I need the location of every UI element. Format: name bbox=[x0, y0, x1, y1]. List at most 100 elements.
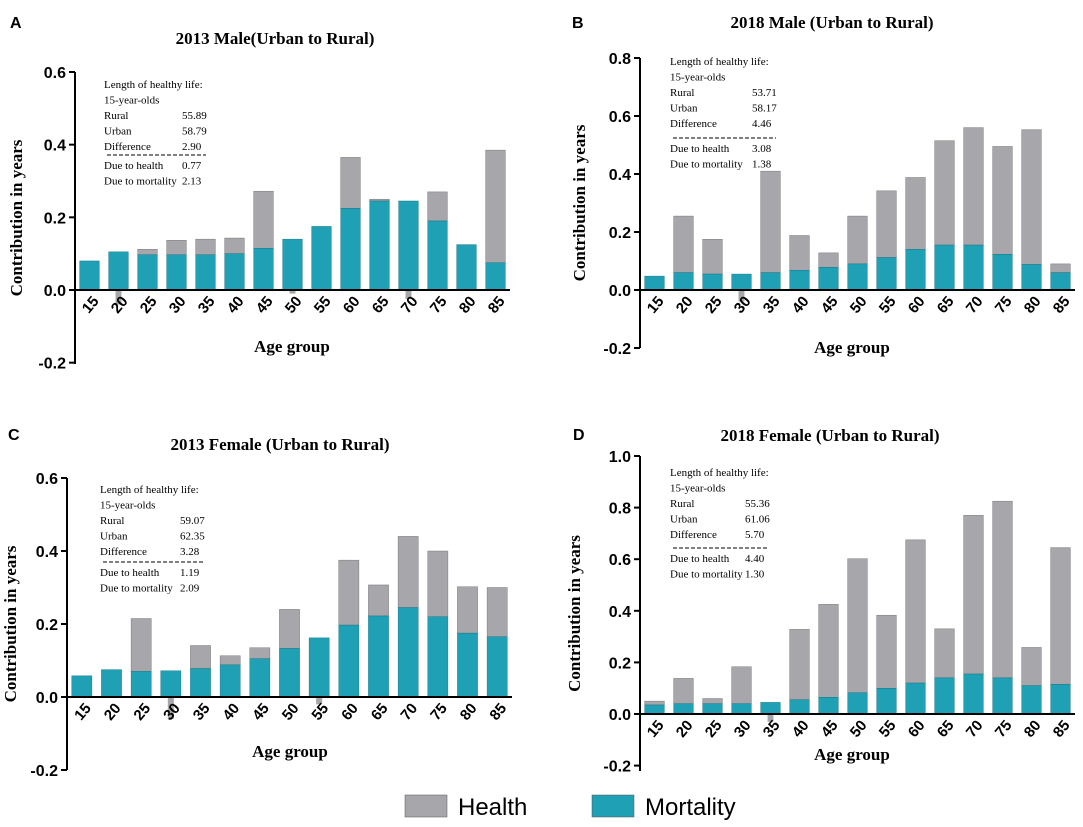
x-axis-label: Age group bbox=[252, 742, 328, 761]
bar-health-30 bbox=[731, 666, 752, 704]
x-tick-label: 50 bbox=[282, 293, 306, 317]
y-tick-label: -0.2 bbox=[603, 341, 631, 358]
bar-mortality-50 bbox=[847, 692, 868, 715]
chart-title: 2013 Female (Urban to Rural) bbox=[170, 435, 389, 454]
y-tick-label: 0.4 bbox=[44, 138, 66, 155]
bar-mortality-50 bbox=[279, 648, 300, 698]
bar-health-85 bbox=[1050, 547, 1071, 685]
annotation-row-label: Difference bbox=[104, 141, 151, 153]
bar-mortality-55 bbox=[876, 688, 897, 715]
bar-mortality-45 bbox=[818, 697, 839, 715]
bar-health-50 bbox=[279, 609, 300, 649]
bar-mortality-35 bbox=[195, 254, 216, 291]
annotation-row-label: Difference bbox=[670, 529, 717, 541]
x-tick-label: 40 bbox=[789, 717, 813, 741]
bar-mortality-25 bbox=[130, 671, 152, 698]
annotation-due-value: 2.13 bbox=[182, 176, 202, 188]
bar-health-70 bbox=[963, 127, 984, 246]
bar-mortality-75 bbox=[992, 254, 1013, 291]
bar-health-60 bbox=[905, 539, 926, 684]
bar-health-40 bbox=[219, 655, 241, 666]
y-tick-label: -0.2 bbox=[30, 763, 58, 780]
bar-health-40 bbox=[789, 235, 810, 271]
annotation-due-value: 1.38 bbox=[752, 159, 772, 171]
annotation-header: Length of healthy life: bbox=[670, 56, 769, 68]
panel-letter: A bbox=[10, 15, 22, 32]
bar-health-30 bbox=[738, 290, 745, 302]
x-tick-label: 60 bbox=[340, 293, 364, 317]
y-axis-label: Contribution in years bbox=[570, 124, 589, 281]
x-axis-label: Age group bbox=[254, 337, 330, 356]
bar-mortality-20 bbox=[101, 669, 122, 698]
bar-mortality-85 bbox=[1050, 272, 1071, 291]
x-axis-label: Age group bbox=[814, 745, 890, 764]
annotation-due-label: Due to health bbox=[104, 160, 164, 172]
bar-health-75 bbox=[992, 146, 1013, 255]
bar-mortality-20 bbox=[108, 251, 129, 291]
x-tick-label: 55 bbox=[876, 293, 900, 317]
bar-mortality-25 bbox=[702, 273, 723, 291]
panel-d: D 2018 Female (Urban to Rural) -0.2 0.0 0.2 0… bbox=[565, 426, 1075, 776]
x-tick-label: 20 bbox=[108, 293, 132, 317]
annotation-due-value: 4.40 bbox=[745, 553, 765, 565]
annotation-subheader: 15-year-olds bbox=[104, 95, 159, 107]
x-tick-label: 30 bbox=[731, 293, 755, 317]
x-tick-label: 70 bbox=[963, 717, 987, 741]
x-tick-label: 25 bbox=[702, 717, 726, 741]
y-tick-label: 0.0 bbox=[36, 690, 58, 707]
bar-health-50 bbox=[847, 558, 868, 694]
x-tick-label: 35 bbox=[760, 293, 784, 317]
bar-mortality-40 bbox=[789, 270, 810, 291]
x-tick-label: 60 bbox=[905, 717, 929, 741]
bar-mortality-25 bbox=[137, 254, 158, 291]
bar-health-40 bbox=[789, 629, 810, 701]
x-tick-label: 60 bbox=[905, 293, 929, 317]
bar-mortality-15 bbox=[644, 704, 665, 715]
bar-health-45 bbox=[253, 190, 274, 249]
bar-mortality-25 bbox=[702, 703, 723, 715]
bar-mortality-85 bbox=[486, 636, 508, 698]
x-tick-label: 45 bbox=[249, 700, 273, 724]
x-tick-label: 85 bbox=[485, 293, 509, 317]
bar-mortality-60 bbox=[340, 208, 361, 291]
bar-mortality-30 bbox=[160, 670, 182, 698]
bar-health-85 bbox=[1050, 263, 1071, 273]
bar-mortality-75 bbox=[427, 220, 448, 291]
x-tick-label: 50 bbox=[279, 700, 303, 724]
x-tick-label: 30 bbox=[166, 293, 190, 317]
bar-mortality-30 bbox=[166, 254, 187, 291]
x-tick-label: 30 bbox=[160, 700, 184, 724]
bar-health-75 bbox=[427, 191, 448, 222]
bar-health-40 bbox=[224, 237, 245, 254]
y-tick-label: 0.6 bbox=[44, 65, 66, 82]
bar-mortality-30 bbox=[731, 703, 752, 715]
y-tick-label: 1.0 bbox=[609, 449, 631, 466]
legend: Health Mortality bbox=[404, 794, 736, 821]
x-tick-label: 30 bbox=[731, 717, 755, 741]
y-tick-label: 0.0 bbox=[609, 707, 631, 724]
bar-mortality-85 bbox=[1050, 684, 1071, 715]
annotation-due-label: Due to health bbox=[670, 553, 730, 565]
annotation-due-label: Due to mortality bbox=[670, 569, 743, 581]
bar-mortality-35 bbox=[760, 702, 781, 715]
x-tick-label: 65 bbox=[934, 717, 958, 741]
x-tick-label: 15 bbox=[71, 700, 95, 724]
panel-c: C 2013 Female (Urban to Rural) -0.2 0.0 0.2 0… bbox=[1, 427, 512, 780]
annotation-row-value: 55.89 bbox=[182, 110, 207, 122]
x-axis-label: Age group bbox=[814, 338, 890, 357]
x-tick-label: 20 bbox=[673, 717, 697, 741]
x-tick-label: 40 bbox=[224, 293, 248, 317]
y-axis-label: Contribution in years bbox=[1, 545, 20, 702]
annotation-due-value: 3.08 bbox=[752, 143, 772, 155]
annotation-row-value: 59.07 bbox=[180, 515, 205, 527]
y-tick-label: 0.6 bbox=[36, 471, 58, 488]
x-tick-label: 60 bbox=[338, 700, 362, 724]
y-tick-label: 0.4 bbox=[609, 604, 631, 621]
annotation-row-label: Difference bbox=[670, 118, 717, 130]
bar-mortality-45 bbox=[818, 267, 839, 291]
panel-letter: D bbox=[573, 427, 585, 444]
x-tick-label: 65 bbox=[934, 293, 958, 317]
bar-health-25 bbox=[137, 249, 158, 255]
annotation: Length of healthy life: 15-year-olds Rural… bbox=[104, 79, 207, 188]
x-tick-label: 35 bbox=[760, 717, 784, 741]
